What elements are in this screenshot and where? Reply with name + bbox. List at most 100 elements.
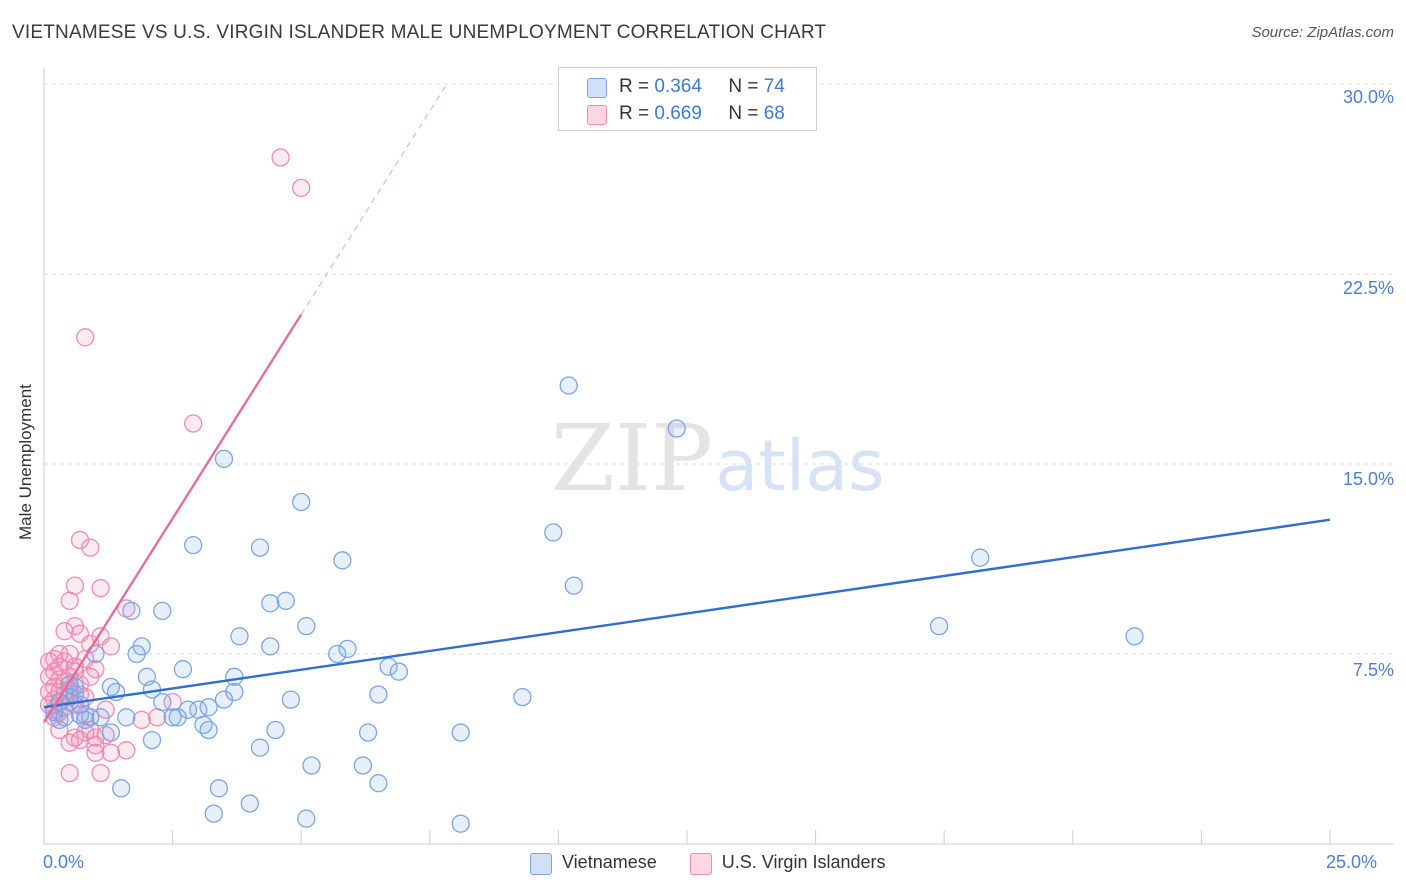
vietnamese-point <box>261 594 280 613</box>
legend-n-label: N = <box>728 76 759 97</box>
legend-swatch-pink <box>587 105 607 125</box>
vietnamese-point <box>194 715 213 735</box>
usvi-point <box>55 622 74 641</box>
vietnamese-point <box>86 644 105 664</box>
vietnamese-point <box>1125 627 1144 646</box>
legend-n-label: N = <box>728 103 759 124</box>
x-tick-label: 25.0% <box>1326 852 1378 872</box>
legend-r-value: 0.364 <box>654 76 702 97</box>
vietnamese-point <box>379 657 398 676</box>
vietnamese-point <box>178 700 198 719</box>
legend-n-value: 74 <box>763 76 785 97</box>
vietnamese-point <box>142 730 162 750</box>
legend-swatch-pink <box>689 853 712 875</box>
series-legend: Vietnamese U.S. Virgin Islanders <box>530 852 914 875</box>
vietnamese-point <box>971 548 990 567</box>
vietnamese-point <box>199 698 218 717</box>
vietnamese-point <box>81 708 100 727</box>
vietnamese-point <box>250 538 270 557</box>
vietnamese-point <box>292 492 311 512</box>
y-tick-label: 15.0% <box>1342 469 1394 489</box>
vietnamese-point <box>55 708 74 727</box>
legend-r-label: R = <box>619 76 650 97</box>
legend-item-vietnamese[interactable]: Vietnamese <box>530 852 657 875</box>
vietnamese-point <box>214 449 234 469</box>
vietnamese-point <box>369 774 388 793</box>
watermark-atlas: atlas <box>715 425 884 507</box>
series-vietnamese-points <box>45 376 1144 833</box>
vietnamese-point <box>132 637 151 656</box>
vietnamese-point <box>353 756 373 775</box>
vietnamese-point <box>358 723 378 742</box>
vietnamese-point <box>250 738 270 757</box>
vietnamese-point <box>328 644 347 664</box>
legend-swatch-blue <box>587 78 607 98</box>
chart-source: Source: ZipAtlas.com <box>1251 24 1394 41</box>
usvi-point <box>81 634 100 654</box>
stats-legend: R = 0.364 N = 74 R = 0.669 N = 68 <box>558 67 817 131</box>
vietnamese-point <box>544 523 563 542</box>
usvi-point <box>60 591 79 610</box>
vietnamese-point <box>451 723 470 742</box>
trend-lines <box>42 86 1331 724</box>
vietnamese-point <box>225 667 244 686</box>
usvi-point <box>132 710 151 730</box>
chart-title: VIETNAMESE VS U.S. VIRGIN ISLANDER MALE … <box>12 22 827 43</box>
vietnamese-point <box>369 685 388 704</box>
vietnamese-point <box>333 551 352 570</box>
vietnamese-point <box>513 687 532 707</box>
axes <box>43 68 1394 845</box>
vietnamese-point <box>389 662 409 681</box>
usvi-trend-line <box>42 313 303 724</box>
vietnamese-point <box>204 804 223 823</box>
vietnamese-point <box>281 690 301 709</box>
vietnamese-point <box>101 723 121 742</box>
usvi-point <box>271 148 290 167</box>
vietnamese-point <box>91 708 110 727</box>
vietnamese-point <box>168 708 187 727</box>
vietnamese-point <box>163 708 182 727</box>
vietnamese-point <box>214 690 234 709</box>
usvi-trend-extension <box>300 86 446 315</box>
vietnamese-point <box>230 627 249 646</box>
vietnamese-point <box>261 637 280 656</box>
legend-label: Vietnamese <box>562 852 657 872</box>
legend-label: U.S. Virgin Islanders <box>721 852 886 872</box>
y-axis-label: Male Unemployment <box>16 384 35 540</box>
vietnamese-point <box>122 601 141 621</box>
vietnamese-point <box>297 809 316 828</box>
usvi-point <box>60 763 79 783</box>
vietnamese-point <box>929 616 949 636</box>
vietnamese-point <box>451 814 470 833</box>
usvi-point <box>148 708 167 727</box>
vietnamese-point <box>240 794 259 813</box>
vietnamese-point <box>302 756 321 775</box>
vietnamese-trend-line <box>43 518 1331 709</box>
y-tick-label: 7.5% <box>1352 660 1394 680</box>
vietnamese-point <box>297 616 316 636</box>
usvi-point <box>101 743 121 762</box>
vietnamese-point <box>266 720 285 740</box>
legend-item-usvi[interactable]: U.S. Virgin Islanders <box>689 852 886 875</box>
vietnamese-point <box>199 720 218 740</box>
legend-swatch-blue <box>530 853 552 875</box>
y-tick-label: 22.5% <box>1342 278 1394 298</box>
usvi-point <box>117 741 136 760</box>
usvi-point <box>91 578 110 598</box>
vietnamese-point <box>112 779 131 798</box>
legend-r-label: R = <box>619 103 650 124</box>
watermark: ZIP atlas <box>551 405 885 512</box>
vietnamese-point <box>101 677 121 697</box>
usvi-point <box>81 538 100 557</box>
vietnamese-point <box>153 601 172 621</box>
gridlines <box>44 83 1394 655</box>
vietnamese-point <box>173 660 193 679</box>
x-tick-label: 0.0% <box>43 852 85 872</box>
usvi-point <box>60 667 79 686</box>
vietnamese-point <box>117 708 136 727</box>
legend-r-value: 0.669 <box>654 103 702 124</box>
y-tick-label: 30.0% <box>1342 87 1394 107</box>
usvi-point <box>70 530 90 550</box>
vietnamese-point <box>225 682 244 702</box>
